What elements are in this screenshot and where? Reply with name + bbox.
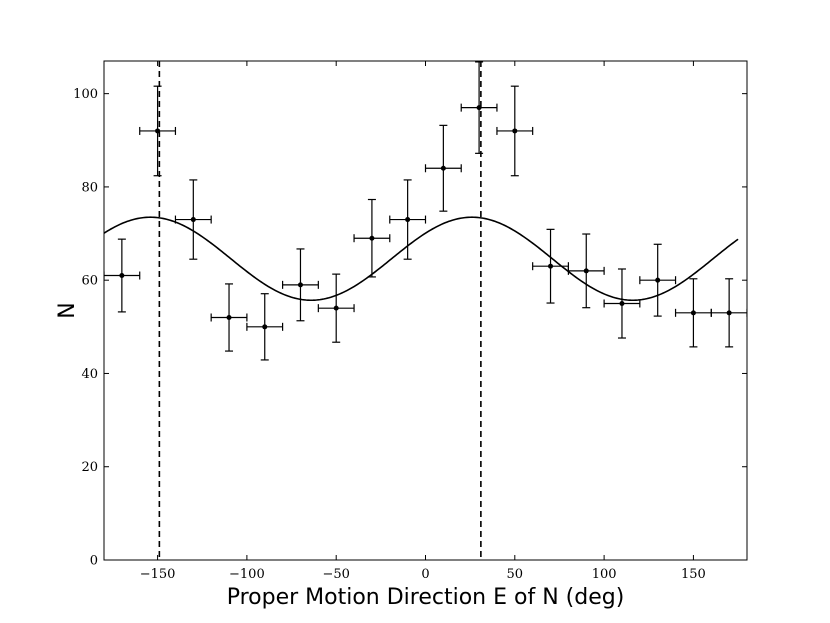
data-point-6 xyxy=(317,273,355,343)
data-point-12 xyxy=(532,228,569,304)
data-marker xyxy=(405,217,411,223)
y-axis-label: N xyxy=(55,302,80,318)
data-point-14 xyxy=(603,268,641,339)
x-tick-label: −150 xyxy=(140,567,176,582)
axis-ticks: −150 −100 −50 0 50 100 150 0 20 40 60 80 100 xyxy=(73,61,747,582)
y-tick-label: 100 xyxy=(73,87,98,102)
data-point-8 xyxy=(389,179,427,260)
y-tick-label: 40 xyxy=(81,367,98,382)
data-marker xyxy=(155,128,161,134)
y-tick-label: 0 xyxy=(90,554,98,569)
data-point-13 xyxy=(567,233,605,309)
y-tick-label: 60 xyxy=(81,274,98,289)
data-point-5 xyxy=(282,248,319,322)
data-point-17 xyxy=(710,278,747,348)
x-tick-label: −50 xyxy=(322,567,349,582)
data-marker xyxy=(262,324,268,330)
data-marker xyxy=(619,301,625,307)
x-tick-label: 0 xyxy=(421,567,429,582)
data-point-9 xyxy=(424,124,462,212)
data-point-15 xyxy=(639,243,677,317)
data-point-2 xyxy=(174,179,212,260)
data-point-0 xyxy=(104,238,141,313)
data-marker xyxy=(440,165,446,171)
x-tick-label: 150 xyxy=(681,567,706,582)
x-tick-label: −100 xyxy=(229,567,265,582)
data-marker xyxy=(226,314,232,320)
fit-curve-0 xyxy=(104,216,739,302)
y-tick-label: 20 xyxy=(81,460,98,475)
data-marker xyxy=(548,263,554,269)
data-marker xyxy=(333,305,339,311)
data-marker xyxy=(476,105,482,111)
data-marker xyxy=(297,282,303,288)
data-point-3 xyxy=(210,283,248,352)
y-tick-label: 80 xyxy=(81,180,98,195)
data-point-11 xyxy=(496,85,534,177)
data-point-4 xyxy=(246,293,284,361)
data-marker xyxy=(690,310,696,316)
data-marker xyxy=(119,273,125,279)
data-point-7 xyxy=(353,198,391,278)
data-marker xyxy=(583,268,589,274)
data-marker xyxy=(655,277,661,283)
data-marker xyxy=(369,235,375,241)
plot-content xyxy=(104,61,747,560)
data-marker xyxy=(512,128,518,134)
data-marker xyxy=(726,310,732,316)
plot-layer xyxy=(104,61,747,560)
x-tick-label: 100 xyxy=(592,567,617,582)
x-axis-label: Proper Motion Direction E of N (deg) xyxy=(227,585,625,610)
data-point-1 xyxy=(139,85,177,177)
data-point-10 xyxy=(460,61,498,154)
x-tick-label: 50 xyxy=(507,567,524,582)
data-marker xyxy=(190,217,196,223)
